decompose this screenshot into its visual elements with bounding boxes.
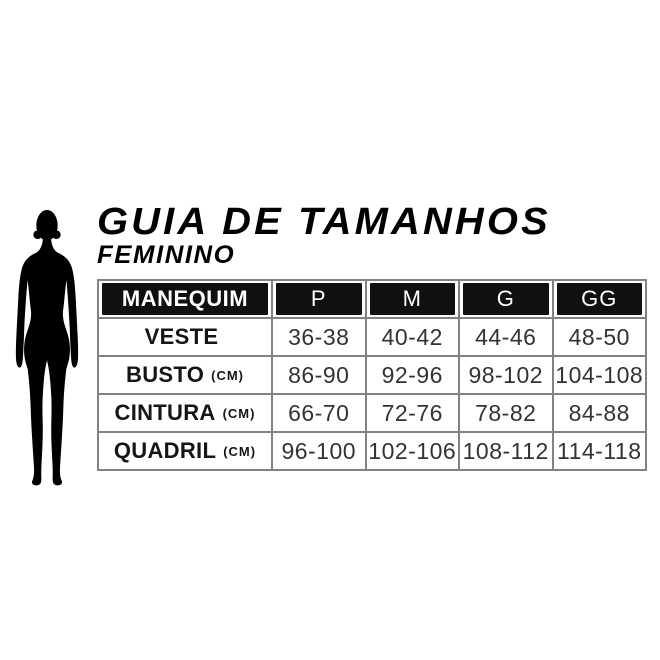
row-unit-text: (CM) [222, 405, 256, 421]
row-label-text: CINTURA [114, 400, 216, 425]
row-label-quadril: QUADRIL (CM) [99, 433, 271, 469]
row-label-text: QUADRIL [113, 438, 217, 463]
header-cell-wrap: M [366, 281, 458, 317]
header-cell-p: P [276, 283, 362, 315]
header-cell-gg: GG [556, 283, 642, 315]
header-cell-g: G [463, 283, 549, 315]
size-cell: 86-90 [273, 357, 365, 393]
row-label-text: VESTE [144, 324, 219, 349]
size-cell: 102-106 [366, 433, 458, 469]
heading-block: GUIA DE TAMANHOS FEMININO [97, 203, 548, 268]
size-cell: 40-42 [366, 319, 458, 355]
header-cell-wrap: G [460, 281, 552, 317]
row-unit-text: (CM) [211, 367, 244, 383]
size-cell: 92-96 [366, 357, 458, 393]
size-cell: 84-88 [553, 395, 645, 431]
header-cell-wrap: P [273, 281, 365, 317]
row-label-cintura: CINTURA (CM) [99, 395, 271, 431]
header-cell-m: M [369, 283, 455, 315]
size-cell: 104-108 [553, 357, 645, 393]
size-cell: 78-82 [460, 395, 552, 431]
size-cell: 72-76 [366, 395, 458, 431]
row-label-text: BUSTO [126, 362, 205, 387]
female-silhouette [6, 208, 88, 488]
page-title: GUIA DE TAMANHOS [97, 201, 551, 243]
row-label-veste: VESTE [99, 319, 271, 355]
row-unit-text: (CM) [223, 443, 257, 459]
header-cell-wrap: MANEQUIM [99, 281, 271, 317]
size-cell: 36-38 [273, 319, 365, 355]
size-cell: 114-118 [553, 433, 645, 469]
header-cell-manequim: MANEQUIM [102, 283, 268, 315]
size-cell: 108-112 [460, 433, 552, 469]
size-cell: 48-50 [553, 319, 645, 355]
size-cell: 98-102 [460, 357, 552, 393]
size-cell: 44-46 [460, 319, 552, 355]
size-table: MANEQUIM P M G GG VESTE 36-38 40-42 44-4… [97, 279, 647, 471]
row-label-busto: BUSTO (CM) [99, 357, 271, 393]
size-cell: 96-100 [273, 433, 365, 469]
page-subtitle: FEMININO [97, 240, 236, 269]
size-cell: 66-70 [273, 395, 365, 431]
header-cell-wrap: GG [553, 281, 645, 317]
